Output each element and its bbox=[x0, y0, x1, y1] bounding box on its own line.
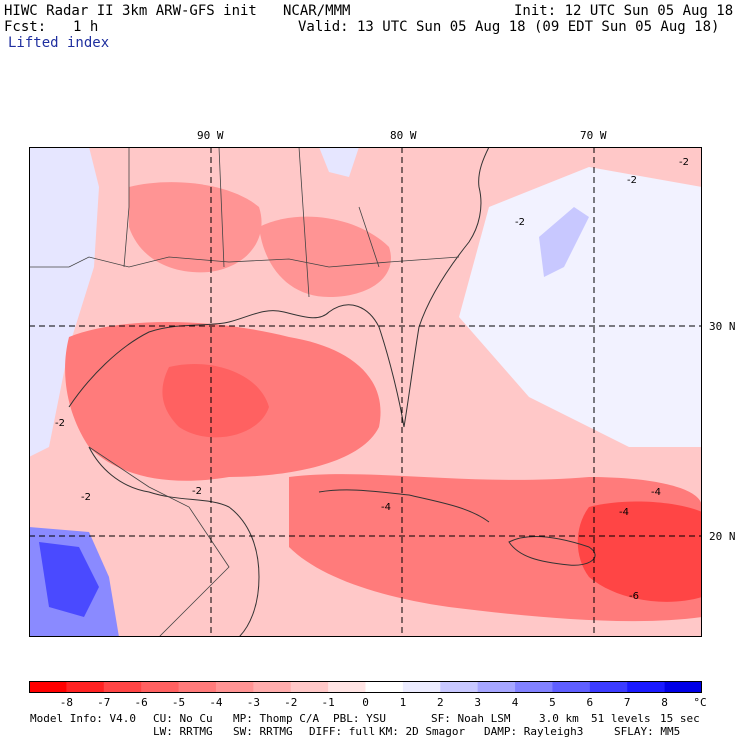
map-frame bbox=[29, 147, 702, 637]
colorbar-tick-label: -2 bbox=[284, 696, 298, 709]
gulf-coastline bbox=[68, 304, 405, 428]
colorbar-tick-label: -5 bbox=[171, 696, 186, 709]
colorbar-swatch bbox=[215, 681, 254, 693]
colorbar-swatch bbox=[627, 681, 666, 693]
field-name: Lifted index bbox=[8, 35, 110, 51]
hispaniola-outline bbox=[508, 536, 596, 566]
colorbar-tick-label: 5 bbox=[549, 696, 556, 709]
unstable-core-caribbean bbox=[577, 501, 702, 602]
colorbar-tick-label: 7 bbox=[623, 696, 631, 709]
forecast-label: Fcst: bbox=[4, 19, 47, 35]
footer-model-info: Model Info: V4.0 bbox=[30, 712, 136, 725]
colorbar-frame bbox=[29, 681, 702, 693]
contour-label: -2 bbox=[55, 418, 65, 429]
stable-area-west bbox=[29, 147, 99, 457]
stable-core-mexico bbox=[39, 542, 99, 617]
lon-label-70w: 70 W bbox=[580, 129, 607, 142]
colorbar-swatch bbox=[29, 681, 67, 693]
colorbar-swatch bbox=[141, 681, 180, 693]
lon-label-90w: 90 W bbox=[197, 129, 224, 142]
footer-damp: DAMP: Rayleigh3 bbox=[484, 725, 584, 738]
footer-cu: CU: No Cu bbox=[153, 712, 213, 725]
footer-sflay: SFLAY: MM5 bbox=[614, 725, 681, 738]
atlantic-coastline bbox=[403, 147, 490, 428]
footer-timestep: 15 sec bbox=[660, 712, 700, 725]
colorbar-swatch bbox=[515, 681, 553, 693]
footer-sf: SF: Noah LSM bbox=[431, 712, 511, 725]
footer-mp: MP: Thomp C/A bbox=[233, 712, 320, 725]
contour-label: -4 bbox=[619, 507, 629, 518]
contour-label: -4 bbox=[381, 502, 391, 513]
colorbar-tick-label: 4 bbox=[511, 696, 519, 709]
colorbar-swatch bbox=[552, 681, 591, 693]
colorbar-tick-label: -4 bbox=[209, 696, 223, 709]
forecast-hour: 1 h bbox=[73, 19, 99, 35]
contour-label: -2 bbox=[679, 157, 689, 168]
colorbar-swatch bbox=[365, 681, 404, 693]
footer-resolution: 3.0 km bbox=[539, 712, 579, 725]
colorbar-swatch bbox=[253, 681, 292, 693]
colorbar bbox=[29, 681, 702, 693]
footer-pbl: PBL: YSU bbox=[333, 712, 386, 725]
colorbar-swatch bbox=[589, 681, 628, 693]
colorbar-tick-label: 2 bbox=[436, 696, 444, 709]
colorbar-tick-label: -3 bbox=[246, 696, 260, 709]
colorbar-unit: °C bbox=[693, 696, 707, 709]
contour-label: -2 bbox=[515, 217, 525, 228]
border-line-2 bbox=[123, 147, 380, 298]
stable-area-atlantic bbox=[459, 167, 702, 447]
colorbar-tick-label: -7 bbox=[97, 696, 111, 709]
plot-title: HIWC Radar II 3km ARW-GFS init bbox=[4, 3, 257, 19]
colorbar-swatch bbox=[477, 681, 516, 693]
border-line-3 bbox=[88, 446, 230, 637]
colorbar-swatch bbox=[103, 681, 142, 693]
colorbar-tick-label: -1 bbox=[321, 696, 335, 709]
mexico-coastline bbox=[88, 446, 260, 637]
footer-levels: 51 levels bbox=[591, 712, 651, 725]
colorbar-swatch bbox=[290, 681, 329, 693]
contour-label: -2 bbox=[192, 486, 202, 497]
unstable-area-southeast bbox=[129, 182, 262, 273]
colorbar-tick-label: 8 bbox=[661, 696, 668, 709]
valid-time: Valid: 13 UTC Sun 05 Aug 18 (09 EDT Sun … bbox=[298, 19, 720, 35]
colorbar-swatch bbox=[178, 681, 217, 693]
contour-label: -2 bbox=[81, 492, 91, 503]
colorbar-tick-label: 0 bbox=[362, 696, 369, 709]
colorbar-tick-label: 6 bbox=[586, 696, 594, 709]
footer-diff: DIFF: full bbox=[309, 725, 376, 738]
colorbar-swatch bbox=[402, 681, 441, 693]
colorbar-swatch bbox=[440, 681, 479, 693]
cuba-outline bbox=[318, 489, 490, 523]
colorbar-swatch bbox=[664, 681, 702, 693]
border-line-1 bbox=[29, 256, 460, 268]
center-name: NCAR/MMM bbox=[283, 3, 351, 19]
unstable-area-georgia bbox=[259, 216, 391, 297]
colorbar-swatch bbox=[66, 681, 105, 693]
lat-label-30n: 30 N bbox=[709, 320, 736, 333]
contour-label: -2 bbox=[627, 175, 637, 186]
colorbar-tick-label: -8 bbox=[59, 696, 73, 709]
lat-label-20n: 20 N bbox=[709, 530, 736, 543]
footer-lw: LW: RRTMG bbox=[153, 725, 213, 738]
unstable-core-gulf bbox=[162, 363, 269, 438]
lon-label-80w: 80 W bbox=[390, 129, 417, 142]
colorbar-tick-label: 3 bbox=[474, 696, 481, 709]
lifted-index-map: -2 -2 -2 -2 -2 -2 -4 -4 -4 -6 bbox=[29, 147, 702, 637]
footer-km: KM: 2D Smagor bbox=[379, 725, 466, 738]
contour-label: -6 bbox=[629, 591, 639, 602]
colorbar-swatch bbox=[328, 681, 366, 693]
colorbar-tick-label: 1 bbox=[399, 696, 407, 709]
footer-sw: SW: RRTMG bbox=[233, 725, 293, 738]
stable-area-north bbox=[319, 147, 359, 177]
contour-label: -4 bbox=[651, 487, 661, 498]
init-time: Init: 12 UTC Sun 05 Aug 18 bbox=[514, 3, 734, 19]
stable-band-atlantic bbox=[539, 207, 589, 277]
colorbar-tick-label: -6 bbox=[134, 696, 148, 709]
